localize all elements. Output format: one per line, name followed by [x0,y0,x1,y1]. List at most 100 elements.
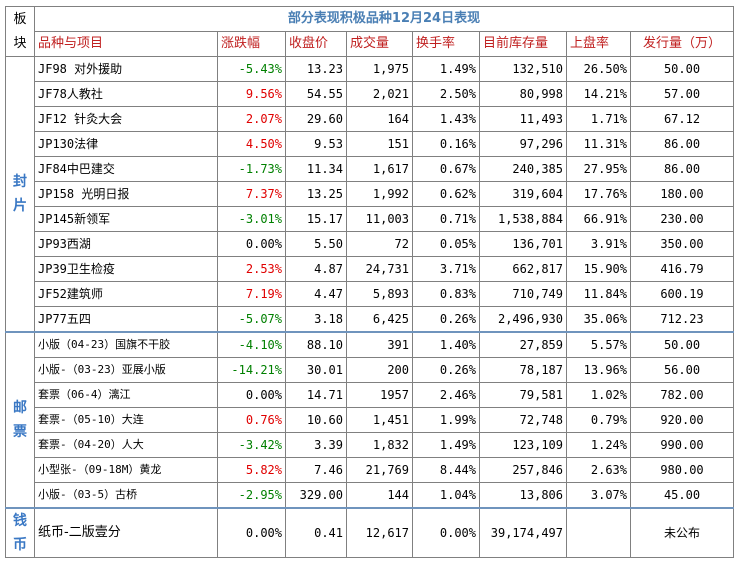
row-name: 套票（06-4）漓江 [34,382,218,408]
row-stock: 136,701 [479,231,567,257]
row-turnover: 1.40% [412,331,480,358]
row-close: 14.71 [285,382,347,408]
row-issue: 920.00 [630,407,734,433]
row-rate: 1.02% [566,382,631,408]
row-name: JF52建筑师 [34,281,218,307]
table-row: 封片 JF98 对外援助 -5.43% 13.23 1,975 1.49% 132,510 2… [5,56,734,333]
row-change: -4.10% [217,331,286,358]
row-rate: 26.50% [566,56,631,82]
row-name: JF12 针灸大会 [34,106,218,132]
table-row: 套票（06-4）漓江 0.00% 14.71 1957 2.46% 79,581 1.02%… [6,382,734,408]
row-stock: 39,174,497 [479,507,567,558]
row-name: JP39卫生检疫 [34,256,218,282]
row-rate: 66.91% [566,206,631,232]
row-issue: 56.00 [630,357,734,383]
row-close: 11.34 [285,156,347,182]
table-row: JF12 针灸大会 2.07% 29.60 164 1.43% 11,493 1.71% 67… [6,106,734,132]
row-change: -14.21% [217,357,286,383]
row-rate: 11.31% [566,131,631,157]
row-volume: 151 [346,131,413,157]
row-turnover: 0.26% [412,357,480,383]
row-volume: 21,769 [346,457,413,483]
row-volume: 1,617 [346,156,413,182]
row-close: 30.01 [285,357,347,383]
row-close: 4.87 [285,256,347,282]
row-stock: 80,998 [479,81,567,107]
row-issue: 86.00 [630,131,734,157]
row-turnover: 1.49% [412,432,480,458]
row-rate: 5.57% [566,331,631,358]
row-volume: 1,975 [346,56,413,82]
row-name: JF78人教社 [34,81,218,107]
row-turnover: 0.83% [412,281,480,307]
row-stock: 97,296 [479,131,567,157]
row-turnover: 0.71% [412,206,480,232]
row-issue: 180.00 [630,181,734,207]
row-volume: 24,731 [346,256,413,282]
row-rate: 13.96% [566,357,631,383]
table-row: JF52建筑师 7.19% 4.47 5,893 0.83% 710,749 11.84% 6… [6,281,734,307]
row-turnover: 0.62% [412,181,480,207]
row-change: -1.73% [217,156,286,182]
row-rate: 1.71% [566,106,631,132]
row-stock: 2,496,930 [479,306,567,333]
row-close: 4.47 [285,281,347,307]
row-change: 7.19% [217,281,286,307]
row-stock: 27,859 [479,331,567,358]
table-title: 部分表现积极品种12月24日表现 [34,6,734,32]
row-close: 329.00 [285,482,347,509]
row-close: 9.53 [285,131,347,157]
row-close: 29.60 [285,106,347,132]
header-change: 涨跌幅 [217,31,286,57]
row-name: JP77五四 [34,306,218,333]
header-turnover: 换手率 [412,31,480,57]
row-stock: 710,749 [479,281,567,307]
header-volume: 成交量 [346,31,413,57]
row-issue: 67.12 [630,106,734,132]
row-issue: 未公布 [630,507,734,558]
header-name: 品种与项目 [34,31,218,57]
row-stock: 319,604 [479,181,567,207]
row-name: JP93西湖 [34,231,218,257]
header-close: 收盘价 [285,31,347,57]
row-rate: 14.21% [566,81,631,107]
row-rate: 1.24% [566,432,631,458]
row-volume: 1,832 [346,432,413,458]
row-rate: 27.95% [566,156,631,182]
row-name: JF98 对外援助 [34,56,218,82]
row-issue: 350.00 [630,231,734,257]
row-stock: 72,748 [479,407,567,433]
table-row: JP158 光明日报 7.37% 13.25 1,992 0.62% 319,604 17.… [6,181,734,207]
row-volume: 1957 [346,382,413,408]
row-name: JP158 光明日报 [34,181,218,207]
row-issue: 712.23 [630,306,734,333]
row-stock: 240,385 [479,156,567,182]
row-close: 13.23 [285,56,347,82]
section-label: 封片 [5,56,35,333]
table-row: JP77五四 -5.07% 3.18 6,425 0.26% 2,496,930 35.06… [6,306,734,333]
table-row: JP93西湖 0.00% 5.50 72 0.05% 136,701 3.91% 350.00 [6,231,734,257]
row-change: 0.00% [217,382,286,408]
row-volume: 144 [346,482,413,509]
row-volume: 200 [346,357,413,383]
row-issue: 50.00 [630,331,734,358]
row-close: 3.39 [285,432,347,458]
row-change: 0.76% [217,407,286,433]
section-label: 邮票 [5,331,35,509]
row-stock: 78,187 [479,357,567,383]
row-stock: 132,510 [479,56,567,82]
row-stock: 13,806 [479,482,567,509]
row-rate [566,507,631,558]
row-change: 0.00% [217,507,286,558]
row-change: -5.43% [217,56,286,82]
section-column-header: 板块 [5,6,35,57]
row-volume: 72 [346,231,413,257]
row-rate: 35.06% [566,306,631,333]
row-issue: 50.00 [630,56,734,82]
table-row: JF84中巴建交 -1.73% 11.34 1,617 0.67% 240,385 27.9… [6,156,734,182]
row-name: JP145新领军 [34,206,218,232]
stock-performance-table: 板块 部分表现积极品种12月24日表现 品种与项目 涨跌幅 收盘价 成交量 换手… [5,6,734,558]
row-stock: 11,493 [479,106,567,132]
table-row: JP130法律 4.50% 9.53 151 0.16% 97,296 11.31% 86.0… [6,131,734,157]
header-row: 品种与项目 涨跌幅 收盘价 成交量 换手率 目前库存量 上盘率 发行量（万） [6,31,734,57]
